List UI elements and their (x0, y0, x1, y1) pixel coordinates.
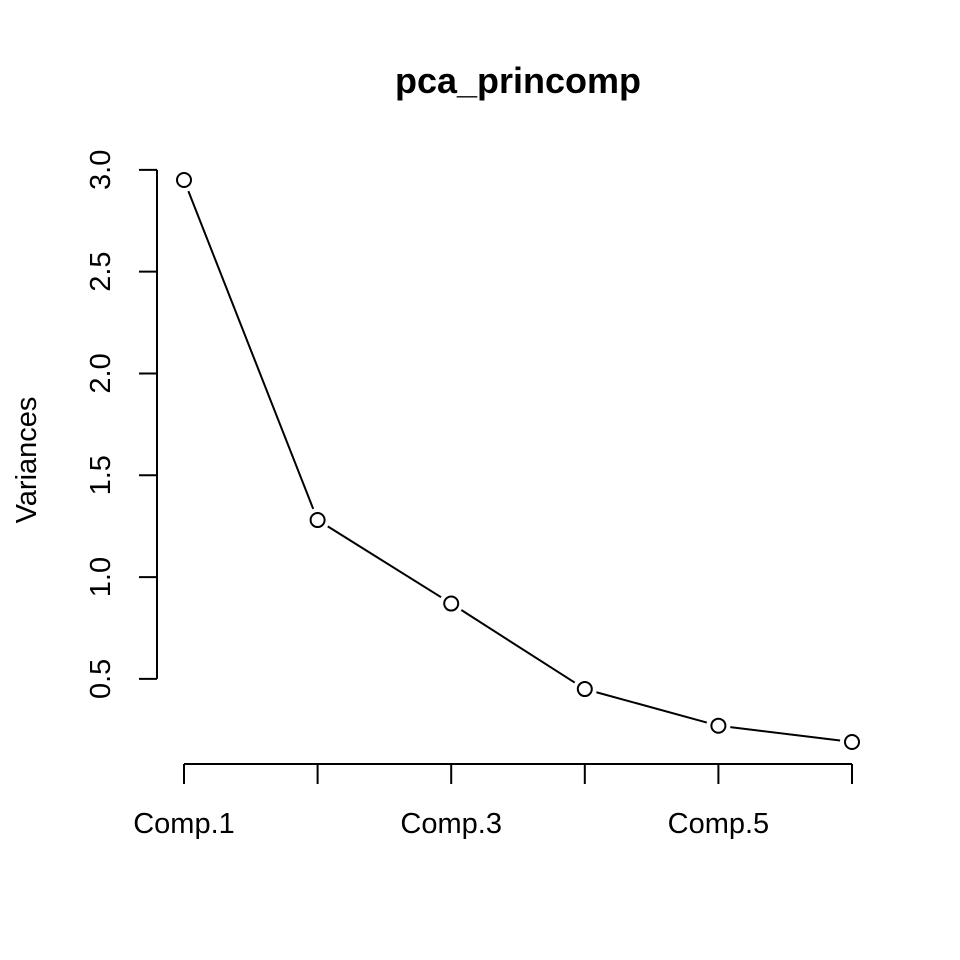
series-layer (176, 172, 860, 750)
data-point (309, 512, 326, 529)
chart-title: pca_princomp (395, 60, 641, 101)
y-tick-label: 0.5 (85, 659, 117, 699)
data-point (710, 717, 727, 734)
y-axis: 0.5 1.0 1.5 2.0 2.5 3.0 (85, 150, 158, 699)
series-segment (327, 525, 442, 599)
series-segment (460, 609, 576, 684)
y-tick-label: 2.5 (85, 251, 117, 291)
series-segment (730, 726, 841, 742)
x-axis: Comp.1 Comp.3 Comp.5 (133, 763, 853, 840)
x-tick-label: Comp.3 (400, 808, 502, 840)
data-point (844, 734, 860, 750)
y-axis-label: Variances (11, 397, 43, 524)
y-tick-label: 3.0 (85, 150, 117, 190)
data-point (443, 595, 460, 612)
data-point (176, 172, 192, 188)
series-segment (596, 691, 708, 724)
data-point (576, 681, 593, 698)
series-segment (187, 190, 315, 510)
x-tick-label: Comp.1 (133, 808, 235, 840)
x-tick-label: Comp.5 (668, 808, 770, 840)
y-tick-label: 2.0 (85, 353, 117, 393)
y-tick-label: 1.5 (85, 455, 117, 495)
y-tick-label: 1.0 (85, 557, 117, 597)
